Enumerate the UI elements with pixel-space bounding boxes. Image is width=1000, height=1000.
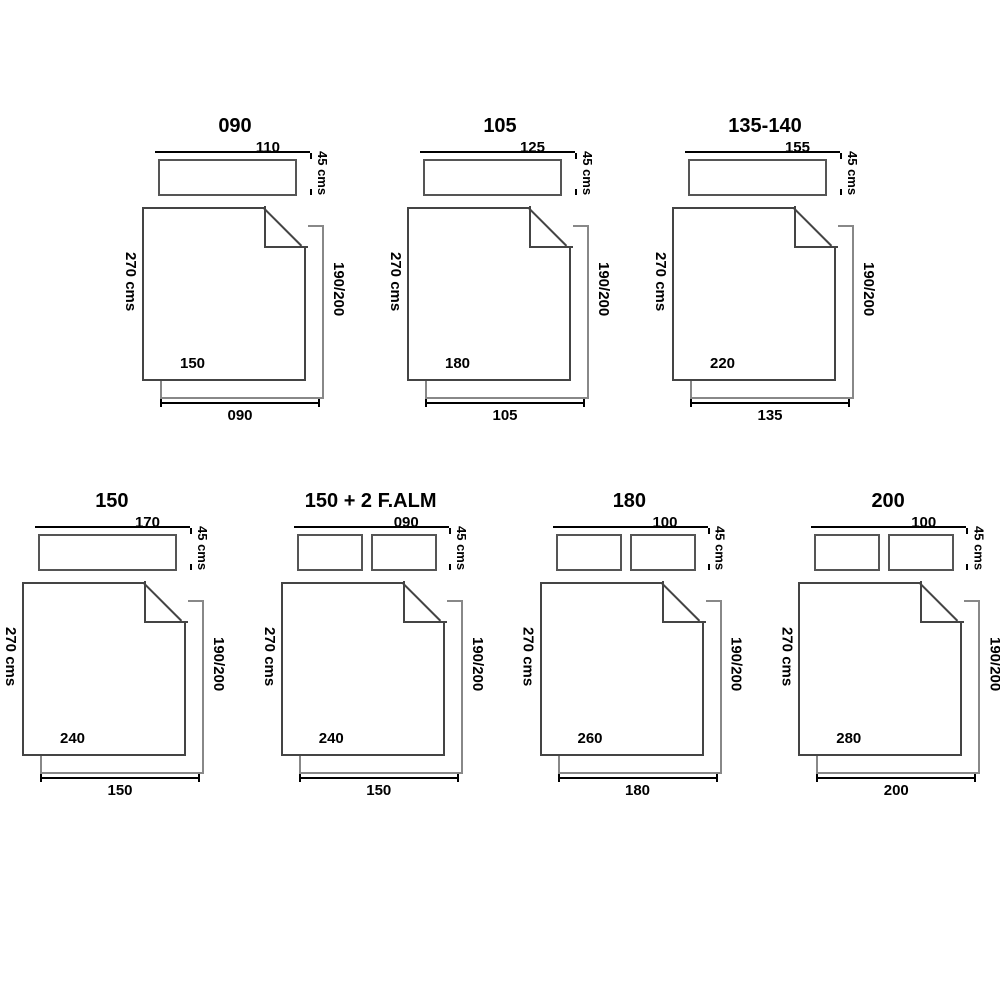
fitted-sheet-height-label: 190/200: [986, 637, 1000, 691]
pillow-height-label: 45 cms: [454, 526, 469, 570]
fitted-width-rule: [690, 402, 850, 404]
fitted-width-rule: [816, 777, 976, 779]
card-title: 200: [776, 490, 1000, 513]
fitted-sheet-width-label: 135: [690, 407, 850, 424]
fitted-sheet-height-label: 190/200: [595, 262, 612, 316]
pillow-width-label: 155: [685, 139, 840, 156]
pillow-right: [630, 534, 696, 571]
top-row: 09011045 cms150270 cms190/20009010512545…: [0, 115, 1000, 450]
card-title: 135-140: [650, 115, 880, 138]
fitted-width-rule: [558, 777, 718, 779]
pillow: [688, 159, 827, 196]
fitted-sheet-width-label: 105: [425, 407, 585, 424]
flat-sheet-height-label: 270 cms: [122, 252, 139, 311]
pillow-height-label: 45 cms: [195, 526, 210, 570]
fitted-width-rule: [299, 777, 459, 779]
flat-sheet-width-label: 220: [710, 355, 735, 372]
fitted-sheet-height-label: 190/200: [860, 262, 877, 316]
pillow: [158, 159, 297, 196]
bottom-row: 15017045 cms240270 cms190/200150150 + 2 …: [0, 490, 1000, 825]
card-title: 150: [0, 490, 224, 513]
fitted-sheet-width-label: 090: [160, 407, 320, 424]
flat-sheet-height-label: 270 cms: [778, 627, 795, 686]
pillow-height-label: 45 cms: [713, 526, 728, 570]
pillow-height-label: 45 cms: [971, 526, 986, 570]
flat-sheet-width-label: 240: [60, 730, 85, 747]
fitted-width-rule: [425, 402, 585, 404]
pillow-height-label: 45 cms: [315, 151, 330, 195]
pillow-width-label: 170: [35, 514, 190, 531]
size-card-135: 135-140155 45 cms 220 270 cms 190/200 135: [650, 115, 880, 450]
size-card-150b: 150 + 2 F.ALM090 45 cms 240 270 cms 190/200 1…: [259, 490, 483, 825]
fitted-sheet-height-label: 190/200: [210, 637, 227, 691]
size-card-090: 09011045 cms150270 cms190/200090: [120, 115, 350, 450]
pillow-width-label: 110: [155, 139, 310, 156]
size-card-180: 18010045 cms260270 cms190/200180: [518, 490, 742, 825]
pillow-left: [556, 534, 622, 571]
fitted-sheet-height-label: 190/200: [728, 637, 745, 691]
pillow-left: [814, 534, 880, 571]
card-title: 105: [385, 115, 615, 138]
flat-sheet-width-label: 180: [445, 355, 470, 372]
fitted-sheet-height-label: 190/200: [330, 262, 347, 316]
flat-sheet-width-label: 280: [836, 730, 861, 747]
fitted-sheet-width-label: 150: [299, 782, 459, 799]
pillow-width-label: 125: [420, 139, 575, 156]
fitted-width-rule: [40, 777, 200, 779]
flat-sheet-height-label: 270 cms: [2, 627, 19, 686]
pillow: [423, 159, 562, 196]
pillow: [38, 534, 177, 571]
flat-sheet-height-label: 270 cms: [387, 252, 404, 311]
card-title: 090: [120, 115, 350, 138]
flat-sheet-height-label: 270 cms: [520, 627, 537, 686]
flat-sheet-width-label: 240: [319, 730, 344, 747]
pillow-width-label: 090: [294, 514, 449, 531]
card-title: 180: [518, 490, 742, 513]
pillow-width-label: 100: [811, 514, 966, 531]
size-card-200: 20010045 cms280270 cms190/200200: [776, 490, 1000, 825]
pillow-right: [371, 534, 437, 571]
fitted-sheet-width-label: 200: [816, 782, 976, 799]
fitted-width-rule: [160, 402, 320, 404]
pillow-right: [888, 534, 954, 571]
flat-sheet-width-label: 150: [180, 355, 205, 372]
flat-sheet-height-label: 270 cms: [261, 627, 278, 686]
card-title: 150 + 2 F.ALM: [259, 490, 483, 513]
fitted-sheet-height-label: 190/200: [469, 637, 486, 691]
pillow-width-label: 100: [553, 514, 708, 531]
fitted-sheet-width-label: 150: [40, 782, 200, 799]
pillow-height-label: 45 cms: [845, 151, 860, 195]
pillow-height-label: 45 cms: [580, 151, 595, 195]
pillow-left: [297, 534, 363, 571]
size-card-150: 15017045 cms240270 cms190/200150: [0, 490, 224, 825]
flat-sheet-width-label: 260: [578, 730, 603, 747]
flat-sheet-height-label: 270 cms: [652, 252, 669, 311]
size-card-105: 10512545 cms180270 cms190/200105: [385, 115, 615, 450]
fitted-sheet-width-label: 180: [558, 782, 718, 799]
